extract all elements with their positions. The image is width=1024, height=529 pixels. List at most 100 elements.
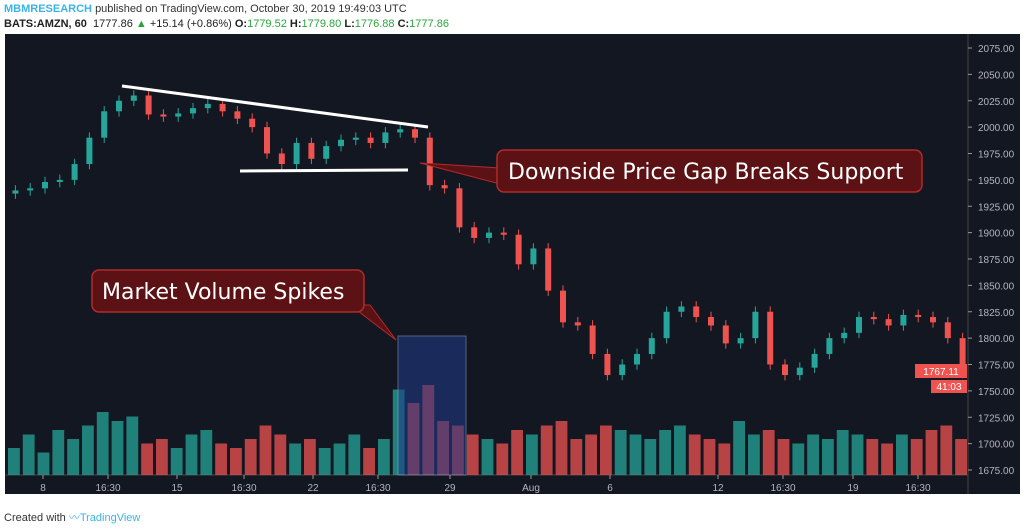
tradingview-logo-icon: 〰 — [68, 512, 80, 524]
y-tick-label: 1825.00 — [978, 308, 1015, 319]
candle-body — [56, 179, 63, 182]
volume-bar — [925, 430, 938, 475]
candle-body — [826, 338, 833, 354]
candle-body — [737, 338, 744, 344]
volume-bar — [318, 448, 331, 475]
candle-body — [160, 114, 167, 117]
candle-body — [145, 95, 152, 115]
y-tick-label: 2050.00 — [978, 70, 1015, 81]
gap-callout-box — [496, 149, 923, 193]
volume-bar — [333, 443, 346, 475]
brand-link[interactable]: TradingView — [79, 512, 141, 524]
candle-body — [767, 311, 774, 365]
candle-body — [870, 317, 877, 320]
author-link[interactable]: MBMRESEARCH — [4, 3, 92, 15]
footer: Created with 〰TradingView — [4, 509, 140, 525]
countdown-tag — [931, 380, 967, 393]
publish-info: MBMRESEARCH published on TradingView.com… — [4, 3, 407, 15]
volume-bar — [940, 425, 953, 475]
candle-body — [722, 325, 729, 344]
x-tick-label: 16:30 — [365, 483, 390, 494]
volume-bar — [37, 452, 50, 475]
y-tick-label: 1675.00 — [978, 466, 1015, 477]
candle-body — [397, 129, 404, 133]
candle-body — [515, 234, 522, 265]
chart-background — [5, 34, 1020, 494]
candle-body — [71, 164, 78, 180]
volume-bar — [111, 421, 124, 475]
candle-body — [648, 338, 655, 354]
volume-bar — [896, 434, 908, 475]
candle-body — [278, 153, 285, 165]
candle-body — [752, 311, 759, 339]
volume-bar — [67, 439, 79, 475]
candle-body — [412, 129, 418, 138]
volume-bar — [836, 430, 849, 475]
candle-body — [190, 108, 196, 114]
x-tick-label: 8 — [40, 483, 46, 494]
candle-body — [885, 319, 892, 326]
candle-body — [323, 146, 330, 159]
candle-body — [264, 127, 270, 154]
h-label: H: — [289, 18, 302, 30]
candle-body — [293, 142, 300, 165]
gap-callout-text: Downside Price Gap Breaks Support — [508, 160, 904, 185]
price-chart[interactable]: 2075.00 2050.00 2025.00 2000.00 1975.00 1950.… — [5, 34, 1020, 494]
symbol-info: BATS:AMZN, 60 1777.86 ▲ +15.14 (+0.86%) … — [4, 18, 449, 30]
countdown-label: 41:03 — [936, 382, 961, 393]
candle-body — [811, 353, 818, 368]
y-tick-label: 2075.00 — [978, 44, 1015, 55]
volume-bar — [629, 434, 642, 475]
low-value: 1776.88 — [354, 18, 395, 30]
volume-bar — [526, 434, 538, 475]
candle-body — [900, 314, 907, 326]
candle-body — [604, 353, 611, 376]
y-tick-label: 2025.00 — [978, 97, 1015, 108]
x-tick-label: 29 — [444, 483, 456, 494]
l-label: L: — [344, 18, 355, 30]
volume-bar — [688, 434, 701, 475]
candle-body — [382, 132, 389, 143]
created-with: Created with — [4, 512, 66, 524]
x-tick-label: 22 — [307, 483, 319, 494]
volume-bar — [304, 439, 316, 475]
volume-bar — [200, 430, 213, 475]
volume-bar — [82, 425, 94, 475]
publish-text: published on TradingView.com, October 30… — [95, 3, 407, 15]
volume-bar — [881, 443, 893, 475]
candle-body — [219, 103, 226, 112]
volume-bar — [22, 434, 35, 475]
volume-callout-box — [91, 269, 365, 313]
volume-bar — [170, 448, 183, 475]
candle-body — [116, 100, 122, 112]
candle-body — [560, 290, 566, 323]
volume-bar — [348, 434, 361, 475]
volume-spike-highlight — [397, 335, 467, 476]
volume-bar — [910, 439, 923, 475]
volume-bar — [8, 448, 20, 475]
candle-body — [693, 306, 700, 318]
candle-body — [500, 232, 507, 235]
x-tick-label: 6 — [607, 483, 613, 494]
volume-bar — [733, 421, 745, 475]
volume-bar — [777, 439, 790, 475]
open-value: 1779.52 — [247, 18, 287, 30]
candle-body — [249, 118, 256, 128]
volume-bar — [511, 430, 523, 475]
up-triangle-icon: ▲ — [135, 18, 147, 30]
volume-bar — [378, 439, 390, 475]
volume-bar — [600, 425, 612, 475]
candle-body — [663, 311, 670, 339]
high-value: 1779.80 — [301, 18, 342, 30]
candle-body — [27, 188, 34, 191]
x-tick-label: 16:30 — [905, 483, 930, 494]
candle-body — [352, 137, 359, 140]
x-tick-label: 15 — [171, 483, 183, 494]
candle-body — [634, 353, 640, 365]
volume-bar — [718, 443, 731, 475]
volume-bar — [659, 430, 671, 475]
close-value: 1777.86 — [409, 18, 449, 30]
candle-body — [574, 322, 581, 326]
volume-bar — [807, 434, 819, 475]
volume-bar — [540, 425, 553, 475]
